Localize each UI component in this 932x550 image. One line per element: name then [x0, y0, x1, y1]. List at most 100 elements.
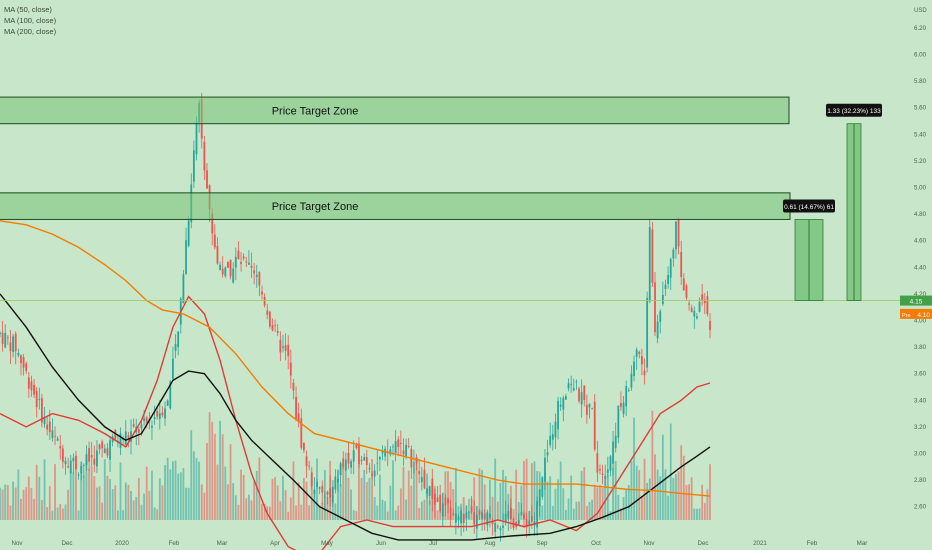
volume-bar: [585, 506, 588, 520]
volume-bar: [279, 501, 282, 520]
candle-body: [130, 431, 132, 442]
volume-bar: [544, 470, 546, 520]
candle-body: [591, 408, 594, 410]
candle-body: [439, 494, 442, 512]
volume-bar: [242, 474, 245, 520]
volume-bar: [77, 510, 80, 520]
ma-line-50: [0, 295, 711, 550]
candle-body: [460, 510, 463, 524]
legend-ma-200[interactable]: MA (200, close): [4, 27, 57, 36]
x-tick-label: Jul: [429, 540, 437, 547]
volume-bar: [517, 502, 520, 520]
candle-body: [77, 474, 80, 476]
volume-bar: [473, 477, 476, 520]
volume-bar: [303, 477, 305, 520]
volume-bar: [635, 465, 638, 520]
volume-bar: [541, 505, 544, 520]
moving-averages: [0, 220, 900, 550]
pre-market-badge: [900, 308, 932, 319]
candle-body: [261, 291, 263, 295]
volume-bar: [51, 510, 54, 520]
volume-bar: [282, 475, 284, 520]
legend-ma-100[interactable]: MA (100, close): [4, 16, 57, 25]
x-tick-label: Aug: [484, 540, 496, 547]
candle-body: [321, 486, 324, 493]
volume-bar: [604, 477, 607, 520]
candle-body: [434, 493, 436, 505]
volume-bar: [295, 505, 297, 520]
candle-body: [399, 443, 402, 444]
candle-body: [211, 213, 214, 234]
candle-body: [538, 489, 541, 507]
candle-body: [698, 301, 701, 312]
candle-body: [109, 440, 111, 460]
candle-body: [457, 516, 460, 521]
candle-body: [25, 363, 28, 371]
volume-bar: [174, 460, 177, 520]
currency-label: USD: [914, 8, 927, 14]
price-target-zone[interactable]: [0, 96, 790, 125]
target-label-box: [826, 103, 882, 117]
volume-bar: [672, 477, 675, 520]
candle-body: [486, 512, 489, 526]
legend-ma-50[interactable]: MA (50, close): [4, 5, 52, 14]
candle-body: [559, 404, 562, 407]
volume-bar: [337, 469, 339, 520]
volume-bar: [523, 461, 525, 520]
candle-body: [441, 503, 444, 517]
volume-bar: [436, 510, 439, 520]
candle-body: [376, 462, 379, 464]
volume-bar: [169, 469, 172, 520]
volume-bar: [103, 459, 106, 520]
volume-bar: [520, 485, 523, 520]
candle-body: [106, 448, 109, 456]
candle-body: [688, 303, 690, 305]
volume-bar: [117, 510, 119, 520]
candle-body: [473, 512, 476, 525]
volume-bar: [530, 463, 533, 520]
volume-bar: [620, 508, 622, 520]
x-tick-label: Oct: [591, 540, 601, 547]
candle-body: [274, 324, 276, 326]
candle-body: [174, 343, 177, 351]
y-tick-label: 4.80: [914, 211, 927, 218]
volume-bar: [402, 466, 405, 520]
candle-body: [1, 332, 4, 344]
candle-body: [593, 401, 596, 450]
candle-body: [483, 513, 486, 520]
candle-body: [599, 468, 601, 471]
candle-body: [46, 424, 49, 430]
candle-body: [541, 477, 544, 497]
candle-body: [583, 385, 586, 401]
volume-bar: [177, 473, 180, 520]
volume-bar: [172, 461, 174, 520]
candle-body: [221, 268, 224, 275]
candle-body: [185, 240, 187, 274]
volume-bar: [394, 510, 397, 520]
volume-bar: [580, 470, 583, 520]
candle-body: [342, 458, 345, 467]
volume-bar: [675, 473, 677, 520]
candle-body: [654, 282, 656, 333]
candle-body: [428, 486, 431, 496]
price-target-zones[interactable]: Price Target Zone Price Target Zone: [0, 96, 791, 220]
candle-body: [384, 448, 387, 457]
x-tick-label: Sep: [536, 540, 548, 547]
candle-body: [454, 513, 457, 523]
volume-bar: [17, 469, 20, 520]
volume-bar: [570, 475, 573, 520]
volume-bar: [56, 507, 59, 520]
candle-body: [536, 501, 538, 528]
volume-bar: [633, 417, 635, 520]
target-projections[interactable]: 0.61 (14.67%) 61 1.33 (32.23%) 133: [783, 103, 882, 301]
candle-body: [709, 320, 711, 331]
volume-bar: [693, 508, 696, 520]
candle-body: [344, 459, 347, 470]
volume-bar: [12, 481, 14, 520]
price-target-zone[interactable]: [0, 192, 791, 220]
volume-bar: [59, 503, 62, 520]
candle-body: [423, 469, 426, 489]
candle-body: [203, 141, 206, 171]
volume-bar: [478, 468, 481, 520]
